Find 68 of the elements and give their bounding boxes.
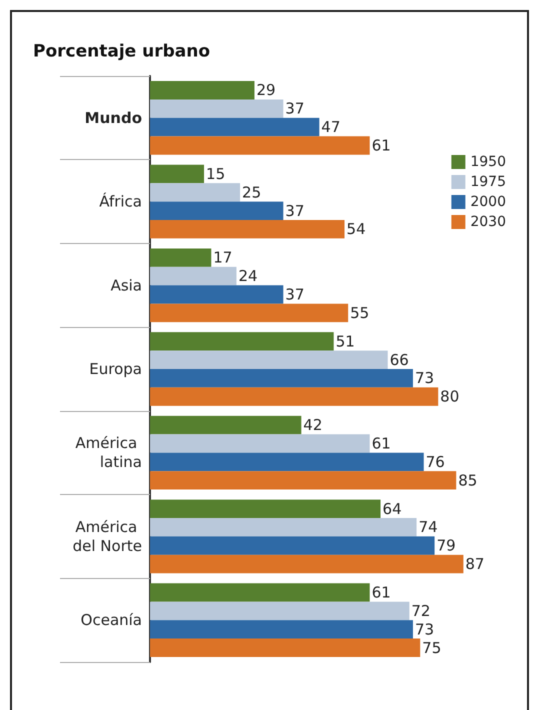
bar [150, 332, 334, 351]
data-label: 80 [440, 388, 460, 406]
bar [150, 285, 284, 304]
bar [150, 369, 413, 388]
chart-title: Porcentaje urbano [33, 42, 210, 62]
legend-label: 1950 [470, 154, 506, 170]
bar [150, 536, 435, 555]
y-tick-label: África [99, 192, 142, 211]
data-label: 66 [390, 350, 409, 369]
data-label: 75 [422, 638, 442, 657]
bar [150, 500, 381, 518]
data-label: 37 [285, 100, 304, 118]
data-label: 64 [382, 500, 402, 518]
bar [150, 350, 388, 369]
data-label: 25 [242, 183, 262, 202]
bar [150, 554, 464, 574]
bar [150, 202, 284, 220]
bar [150, 471, 456, 490]
data-label: 61 [372, 434, 391, 453]
y-tick-label: América del Norte [72, 518, 142, 555]
bar [150, 452, 424, 472]
bar [150, 164, 204, 184]
bar [150, 638, 420, 657]
bar [150, 99, 284, 118]
data-label: 85 [458, 471, 478, 490]
data-label: 72 [411, 602, 430, 620]
data-label: 87 [465, 555, 484, 574]
bar [150, 416, 302, 434]
bar [150, 248, 212, 267]
data-label: 54 [346, 220, 366, 238]
bar [150, 118, 320, 136]
legend-label: 2030 [470, 214, 506, 230]
data-label: 37 [285, 202, 304, 220]
bar [150, 620, 413, 639]
y-tick-label: Oceanía [80, 611, 142, 630]
data-label: 55 [350, 304, 370, 322]
data-label: 51 [336, 332, 355, 350]
data-label: 17 [213, 248, 232, 267]
bar [150, 136, 370, 155]
legend-label: 2000 [470, 194, 506, 210]
legend-label: 1975 [470, 174, 506, 190]
data-label: 47 [321, 118, 340, 136]
data-label: 79 [436, 536, 456, 555]
bar [150, 583, 370, 602]
data-label: 74 [418, 518, 438, 536]
data-label: 76 [426, 452, 445, 471]
data-label: 73 [414, 369, 434, 388]
y-tick-label: América latina [75, 434, 142, 472]
data-label: 42 [303, 416, 322, 434]
data-label: 61 [372, 584, 391, 602]
y-tick-label: Mundo [84, 108, 142, 127]
bar [150, 434, 370, 453]
data-label: 15 [206, 164, 226, 183]
y-tick-label: Asia [110, 276, 142, 294]
bar [150, 602, 410, 620]
bar [150, 81, 254, 100]
data-label: 24 [238, 267, 258, 286]
data-label: 61 [372, 136, 391, 154]
data-label: 29 [256, 81, 276, 100]
bar [150, 266, 236, 286]
data-label: 37 [285, 285, 304, 304]
bar [150, 220, 345, 238]
data-label: 73 [414, 620, 434, 638]
bar [150, 183, 240, 202]
bar [150, 518, 417, 536]
bar [150, 387, 438, 406]
bar [150, 304, 348, 322]
y-tick-label: Europa [89, 360, 142, 378]
